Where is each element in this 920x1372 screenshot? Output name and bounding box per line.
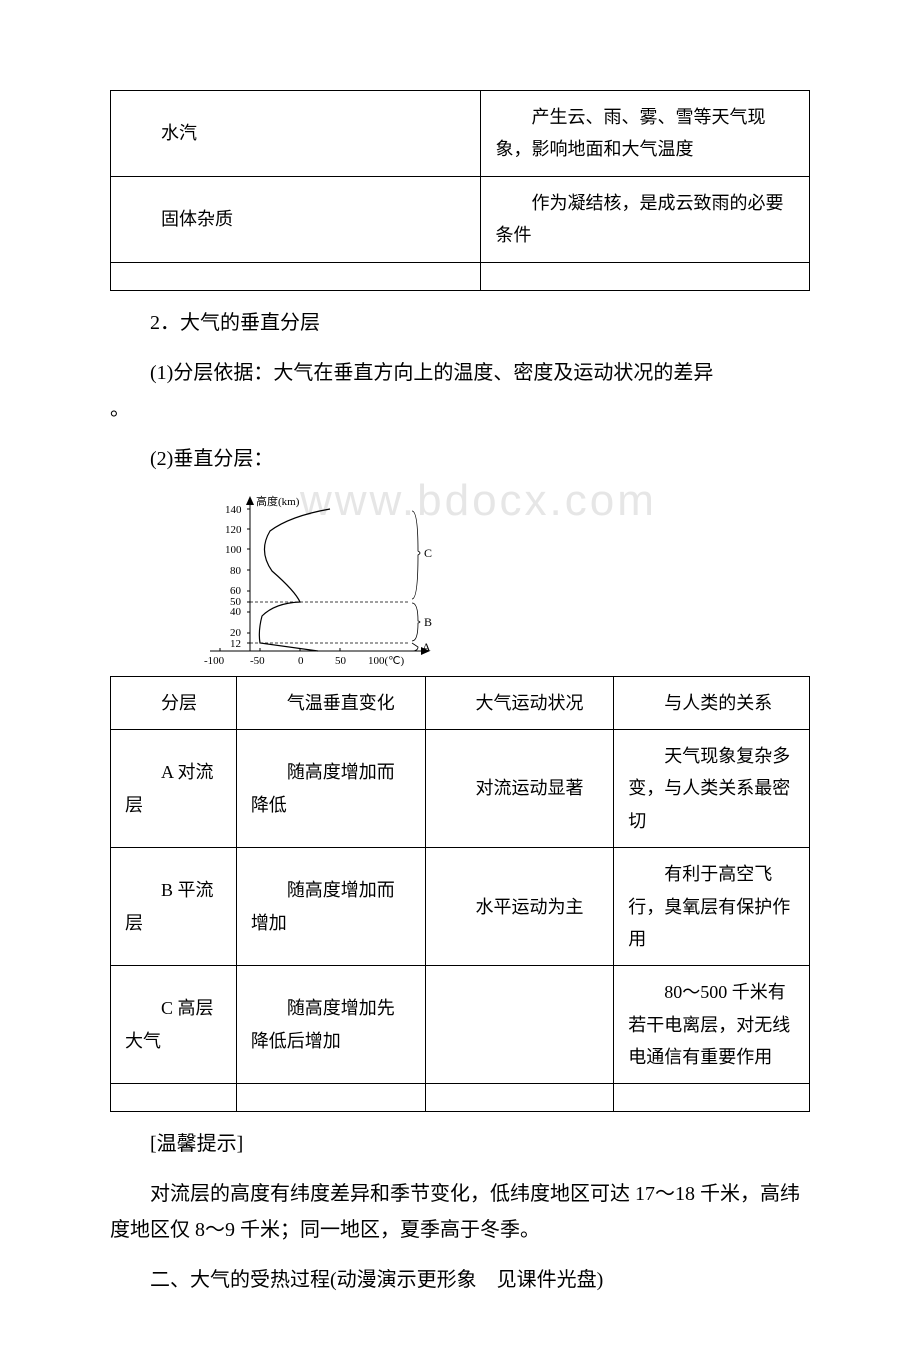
section-heading-2: 2．大气的垂直分层 <box>110 305 810 341</box>
svg-text:120: 120 <box>225 524 242 536</box>
svg-text:50: 50 <box>335 655 347 667</box>
cell-empty <box>481 262 810 290</box>
cell-empty <box>111 262 481 290</box>
cell: 随高度增加先降低后增加 <box>236 966 425 1084</box>
table-row: C 高层大气 随高度增加先降低后增加 80～500 千米有若干电离层，对无线电通… <box>111 966 810 1084</box>
cell-empty <box>425 1084 614 1112</box>
cell-effect: 作为凝结核，是成云致雨的必要条件 <box>481 176 810 262</box>
cell: 随高度增加而降低 <box>236 729 425 847</box>
tip-body: 对流层的高度有纬度差异和季节变化，低纬度地区可达 17～18 千米，高纬度地区仅… <box>110 1176 810 1248</box>
label-c: C <box>424 546 432 560</box>
cell: 对流运动显著 <box>425 729 614 847</box>
y-axis-label: 高度(km) <box>256 494 300 508</box>
paragraph-point1: (1)分层依据：大气在垂直方向上的温度、密度及运动状况的差异 。 <box>110 355 810 427</box>
svg-text:60: 60 <box>230 585 242 597</box>
label-a: A <box>422 640 431 654</box>
table-row: 水汽 产生云、雨、雾、雪等天气现象，影响地面和大气温度 <box>111 91 810 177</box>
table-row: 固体杂质 作为凝结核，是成云致雨的必要条件 <box>111 176 810 262</box>
chart-svg: 高度(km) 12 20 40 50 60 80 100 120 140 -10… <box>200 491 490 671</box>
section-two-heading: 二、大气的受热过程(动漫演示更形象 见课件光盘) <box>110 1262 810 1298</box>
svg-text:-100: -100 <box>204 655 225 667</box>
cell: 天气现象复杂多变，与人类关系最密切 <box>614 729 810 847</box>
point1-text: (1)分层依据：大气在垂直方向上的温度、密度及运动状况的差异 <box>110 355 713 391</box>
cell: C 高层大气 <box>111 966 237 1084</box>
tip-heading: [温馨提示] <box>110 1126 810 1162</box>
cell: A 对流层 <box>111 729 237 847</box>
point1-suffix: 。 <box>110 398 130 420</box>
cell: 有利于高空飞行，臭氧层有保护作用 <box>614 848 810 966</box>
cell-empty <box>111 1084 237 1112</box>
header-motion: 大气运动状况 <box>425 676 614 729</box>
layers-table: 分层 气温垂直变化 大气运动状况 与人类的关系 A 对流层 随高度增加而降低 对… <box>110 676 810 1113</box>
header-temp: 气温垂直变化 <box>236 676 425 729</box>
cell-empty <box>614 1084 810 1112</box>
cell-effect: 产生云、雨、雾、雪等天气现象，影响地面和大气温度 <box>481 91 810 177</box>
svg-text:100: 100 <box>225 544 242 556</box>
header-layer: 分层 <box>111 676 237 729</box>
svg-text:20: 20 <box>230 627 242 639</box>
composition-table: 水汽 产生云、雨、雾、雪等天气现象，影响地面和大气温度 固体杂质 作为凝结核，是… <box>110 90 810 291</box>
atmosphere-chart: 高度(km) 12 20 40 50 60 80 100 120 140 -10… <box>200 491 490 671</box>
cell-component: 水汽 <box>111 91 481 177</box>
cell: 水平运动为主 <box>425 848 614 966</box>
cell-empty <box>236 1084 425 1112</box>
label-b: B <box>424 615 432 629</box>
cell <box>425 966 614 1084</box>
svg-text:50: 50 <box>230 596 242 608</box>
cell: 80～500 千米有若干电离层，对无线电通信有重要作用 <box>614 966 810 1084</box>
cell: B 平流层 <box>111 848 237 966</box>
table-row: B 平流层 随高度增加而增加 水平运动为主 有利于高空飞行，臭氧层有保护作用 <box>111 848 810 966</box>
cell-component: 固体杂质 <box>111 176 481 262</box>
svg-text:0: 0 <box>298 655 304 667</box>
table-row-empty <box>111 1084 810 1112</box>
svg-text:-50: -50 <box>250 655 265 667</box>
table-row: A 对流层 随高度增加而降低 对流运动显著 天气现象复杂多变，与人类关系最密切 <box>111 729 810 847</box>
cell: 随高度增加而增加 <box>236 848 425 966</box>
svg-text:140: 140 <box>225 504 242 516</box>
svg-text:12: 12 <box>230 638 241 650</box>
x-axis-unit: 100(℃) <box>368 655 405 667</box>
table-header-row: 分层 气温垂直变化 大气运动状况 与人类的关系 <box>111 676 810 729</box>
table-row-empty <box>111 262 810 290</box>
header-relation: 与人类的关系 <box>614 676 810 729</box>
svg-text:80: 80 <box>230 565 242 577</box>
